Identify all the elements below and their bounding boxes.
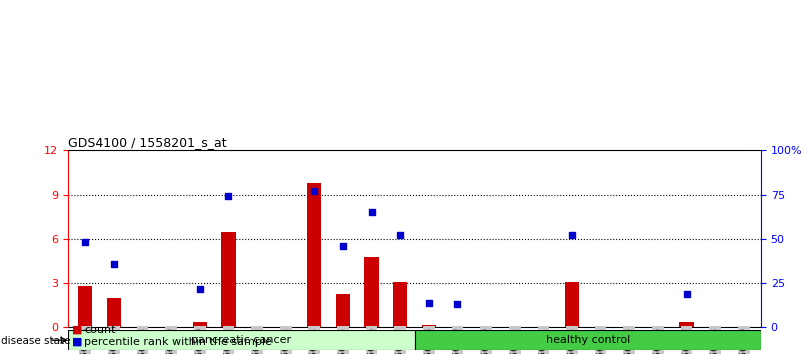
Text: GSM356809: GSM356809	[453, 327, 462, 354]
Bar	[679, 321, 694, 327]
Text: GSM356798: GSM356798	[138, 327, 147, 354]
Bar	[565, 282, 579, 327]
Text: GSM356818: GSM356818	[710, 327, 719, 354]
Text: pancreatic cancer: pancreatic cancer	[191, 335, 292, 345]
Text: GSM356805: GSM356805	[339, 327, 348, 354]
Text: GSM356799: GSM356799	[167, 327, 175, 354]
Text: GSM356806: GSM356806	[367, 327, 376, 354]
Text: GSM356817: GSM356817	[682, 327, 691, 354]
Bar	[336, 293, 350, 327]
Text: GSM356811: GSM356811	[510, 327, 519, 354]
Text: healthy control: healthy control	[545, 335, 630, 345]
Text: GSM356804: GSM356804	[310, 327, 319, 354]
Text: percentile rank within the sample: percentile rank within the sample	[84, 337, 272, 347]
Point	[394, 233, 407, 238]
Text: GSM356813: GSM356813	[567, 327, 577, 354]
Point	[451, 302, 464, 307]
Bar	[307, 183, 321, 327]
Bar	[415, 330, 761, 350]
Bar	[68, 330, 415, 350]
Bar	[78, 286, 92, 327]
Text: ■: ■	[72, 325, 83, 335]
Text: GSM356807: GSM356807	[396, 327, 405, 354]
Text: GSM356816: GSM356816	[654, 327, 662, 354]
Point	[566, 233, 578, 238]
Text: GSM356803: GSM356803	[281, 327, 290, 354]
Point	[308, 188, 320, 194]
Bar	[221, 232, 235, 327]
Text: GSM356802: GSM356802	[252, 327, 262, 354]
Text: GSM356810: GSM356810	[481, 327, 490, 354]
Point	[336, 243, 349, 249]
Text: disease state: disease state	[1, 336, 70, 346]
Text: GSM356819: GSM356819	[739, 327, 748, 354]
Point	[680, 291, 693, 297]
Text: GSM356801: GSM356801	[224, 327, 233, 354]
Text: GSM356812: GSM356812	[539, 327, 548, 354]
Point	[365, 210, 378, 215]
Text: GSM356815: GSM356815	[625, 327, 634, 354]
Text: GSM356808: GSM356808	[425, 327, 433, 354]
Point	[107, 261, 120, 267]
Point	[222, 194, 235, 199]
Point	[193, 286, 206, 291]
Point	[422, 300, 435, 306]
Bar	[393, 282, 408, 327]
Bar	[192, 321, 207, 327]
Text: ■: ■	[72, 337, 83, 347]
Text: GDS4100 / 1558201_s_at: GDS4100 / 1558201_s_at	[68, 136, 227, 149]
Text: GSM356814: GSM356814	[596, 327, 605, 354]
Bar	[364, 257, 379, 327]
Bar	[107, 298, 121, 327]
Text: GSM356796: GSM356796	[81, 327, 90, 354]
Text: count: count	[84, 325, 115, 335]
Bar	[421, 325, 436, 327]
Text: GSM356800: GSM356800	[195, 327, 204, 354]
Text: GSM356797: GSM356797	[110, 327, 119, 354]
Point	[78, 240, 91, 245]
